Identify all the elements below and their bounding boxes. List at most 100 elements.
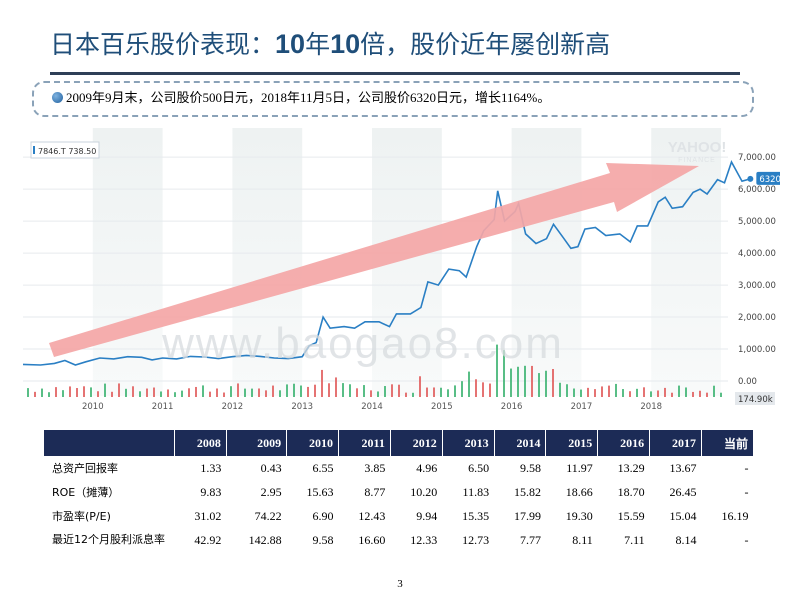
volume-bar	[587, 387, 589, 397]
volume-bar	[55, 387, 57, 397]
table-header-cell: 2013	[442, 430, 495, 456]
volume-bar	[636, 388, 638, 397]
volume-bar	[62, 390, 64, 397]
volume-bar	[300, 385, 302, 397]
table-cell: 12.43	[358, 508, 386, 523]
volume-bar	[293, 383, 295, 397]
volume-bar	[713, 385, 715, 397]
x-tick-label: 2015	[431, 402, 453, 410]
volume-bar	[538, 373, 540, 397]
volume-bar	[335, 377, 337, 397]
table-row: 市盈率(P/E) 31.02 74.22 6.90 12.43 9.94 15.35 17.9…	[44, 504, 754, 528]
finance-watermark: FINANCE	[678, 157, 716, 164]
table-cell: 6.55	[312, 460, 334, 475]
table-row: 最近12个月股利派息率 42.92 142.88 9.58 16.60 12.33 12.7…	[44, 528, 754, 552]
volume-bar	[132, 386, 134, 397]
volume-bar	[209, 391, 211, 397]
volume-bar	[363, 385, 365, 397]
x-tick-label: 2011	[152, 402, 174, 410]
volume-bar	[650, 391, 652, 397]
volume-bar	[510, 368, 512, 397]
volume-bar	[349, 384, 351, 397]
table-cell: 6.90	[312, 508, 334, 523]
volume-bar	[657, 390, 659, 397]
volume-bar	[125, 388, 127, 397]
volume-bar	[118, 383, 120, 397]
table-cell: 8.77	[364, 484, 386, 499]
volume-bar	[69, 386, 71, 397]
volume-bar	[272, 385, 274, 397]
volume-bar	[489, 383, 491, 397]
table-header-cell: 2008	[174, 430, 227, 456]
table-cell: 26.45	[669, 484, 697, 499]
volume-bar	[699, 390, 701, 397]
callout-box	[32, 81, 754, 117]
title-part-c: 年	[305, 30, 331, 59]
volume-bar	[146, 388, 148, 397]
volume-bar	[76, 388, 78, 397]
volume-bar	[216, 388, 218, 397]
table-cell: 18.66	[565, 484, 593, 499]
title-part-a: 日本百乐股价表现：	[50, 30, 276, 59]
volume-label: 174.90k	[738, 395, 773, 405]
y-tick-label: 1,000.00	[738, 345, 776, 355]
table-header-cell: 2011	[338, 430, 391, 456]
volume-bar	[230, 386, 232, 397]
table-cell: 6.50	[468, 460, 490, 475]
y-tick-label: 4,000.00	[738, 249, 776, 259]
table-cell: 74.22	[254, 508, 282, 523]
volume-bar	[139, 391, 141, 397]
table-header-cell: 2009	[226, 430, 288, 456]
year-band	[92, 128, 163, 396]
table-cell: 9.94	[416, 508, 438, 523]
table-header-row: 2008 2009 2010 2011 2012 2013 2014 2015 2016 2017…	[44, 430, 754, 456]
volume-bar	[377, 391, 379, 397]
volume-bar	[447, 389, 449, 397]
volume-bar	[405, 392, 407, 397]
volume-bar	[440, 387, 442, 397]
volume-bar	[566, 384, 568, 397]
volume-bar	[706, 392, 708, 397]
title-part-b: 10	[275, 29, 306, 59]
volume-bar	[328, 383, 330, 397]
table-cell: 7.11	[624, 533, 645, 547]
volume-bar	[524, 365, 526, 397]
table-cell: 11.97	[566, 460, 593, 475]
y-tick-label: 6,000.00	[738, 185, 776, 195]
table-header-cell: 2017	[649, 430, 703, 456]
volume-bar	[475, 379, 477, 397]
row-label: ROE（摊薄）	[52, 486, 120, 499]
volume-bar	[398, 384, 400, 397]
bullet-icon	[52, 92, 63, 103]
table-row: 总资产回报率 1.33 0.43 6.55 3.85 4.96 6.50 9.58 11.97 1…	[44, 456, 754, 480]
table-cell: 7.77	[519, 533, 541, 547]
y-tick-label: 3,000.00	[738, 281, 776, 291]
row-label: 市盈率(P/E)	[52, 510, 111, 523]
volume-bar	[195, 386, 197, 397]
table-cell: 8.11	[572, 533, 593, 547]
table-cell: 15.35	[462, 508, 490, 523]
table-header-cell: 2012	[390, 430, 443, 456]
volume-bar	[181, 390, 183, 397]
volume-bar	[48, 392, 50, 397]
table-cell: 13.67	[669, 460, 697, 475]
volume-bar	[685, 387, 687, 397]
table-row: ROE（摊薄） 9.83 2.95 15.63 8.77 10.20 11.83 15.82 1…	[44, 480, 754, 504]
volume-bar	[559, 382, 561, 397]
volume-bar	[454, 385, 456, 397]
table-cell: 18.70	[617, 484, 645, 499]
volume-bar	[174, 392, 176, 397]
table-cell: 15.63	[306, 484, 334, 499]
volume-bar	[503, 350, 505, 397]
table-cell: 31.02	[194, 508, 222, 523]
volume-bar	[419, 376, 421, 397]
volume-bar	[671, 392, 673, 397]
volume-bar	[664, 387, 666, 397]
table-cell: 19.30	[565, 508, 593, 523]
table-cell: 4.96	[416, 460, 438, 475]
y-tick-label: 7,000.00	[738, 153, 776, 163]
volume-bar	[678, 385, 680, 397]
volume-bar	[321, 369, 323, 397]
callout-text: 2009年9月末，公司股价500日元，2018年11月5日，公司股价6320日元…	[66, 90, 551, 105]
title-rule	[50, 72, 740, 75]
